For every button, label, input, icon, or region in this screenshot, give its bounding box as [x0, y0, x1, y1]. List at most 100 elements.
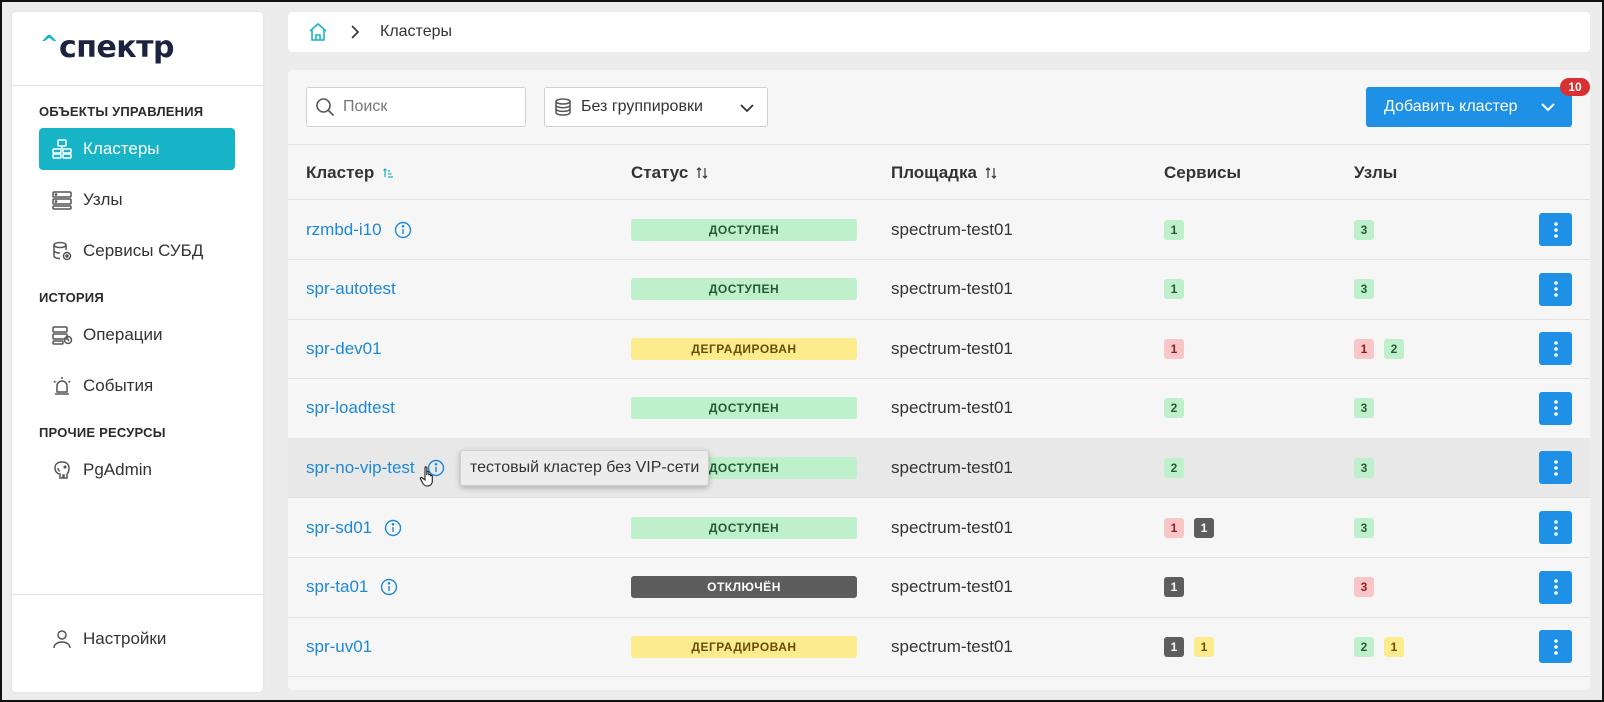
sidebar-item-settings[interactable]: Настройки: [39, 618, 235, 660]
column-header-cluster[interactable]: Кластер: [306, 163, 394, 183]
database-icon: [51, 240, 73, 262]
cluster-name-cell: spr-autotest: [306, 260, 396, 319]
cluster-link[interactable]: spr-dev01: [306, 338, 382, 358]
table-row[interactable]: spr-autotest ДОСТУПЕН spectrum-test01 1 3: [288, 260, 1590, 320]
chevron-down-icon: [739, 100, 755, 121]
nodes-count-badge: 2: [1384, 338, 1404, 359]
sidebar-item-nodes[interactable]: Узлы: [39, 179, 235, 221]
user-icon: [51, 628, 73, 650]
add-cluster-label: Добавить кластер: [1384, 98, 1518, 115]
services-cell: 1: [1164, 260, 1194, 319]
column-label: Кластер: [306, 163, 375, 182]
table-row[interactable]: spr-no-vip-test ДОСТУПЕН spectrum-test01 2 3…: [288, 438, 1590, 499]
chevron-right-icon: [350, 25, 360, 39]
cluster-link[interactable]: spr-uv01: [306, 636, 373, 656]
sort-icon[interactable]: [696, 166, 708, 180]
services-count-badge: 1: [1164, 219, 1184, 240]
sidebar-item-pgadmin[interactable]: PgAdmin: [39, 449, 235, 491]
add-cluster-button[interactable]: Добавить кластер: [1366, 87, 1572, 127]
site-name: spectrum-test01: [891, 398, 1013, 418]
sidebar-item-db-services[interactable]: Сервисы СУБД: [39, 230, 235, 272]
row-actions-button[interactable]: [1539, 570, 1572, 604]
row-actions-button[interactable]: [1539, 332, 1572, 366]
table-row[interactable]: spr-dev01 ДЕГРАДИРОВАН spectrum-test01 1 1 2: [288, 319, 1590, 380]
search-input[interactable]: [343, 98, 513, 116]
cluster-name-cell: spr-no-vip-test: [306, 438, 445, 497]
logo[interactable]: ^спектр: [12, 12, 263, 86]
table-row[interactable]: rzmbd-i10 ДОСТУПЕН spectrum-test01 1 3: [288, 200, 1590, 260]
table-row[interactable]: spr-ta01 ОТКЛЮЧЁН spectrum-test01 1 3: [288, 558, 1590, 618]
sidebar-item-clusters[interactable]: Кластеры: [39, 128, 235, 170]
sort-icon[interactable]: [985, 166, 997, 180]
sidebar-item-events[interactable]: События: [39, 365, 235, 407]
cluster-link[interactable]: spr-loadtest: [306, 398, 395, 418]
cluster-link[interactable]: spr-sd01: [306, 517, 373, 537]
nodes-cell: 3: [1354, 200, 1384, 259]
services-count-badge: 2: [1164, 398, 1184, 419]
sidebar-item-label: PgAdmin: [83, 460, 152, 479]
info-icon[interactable]: [384, 519, 402, 537]
home-icon[interactable]: [308, 22, 328, 42]
nodes-cell: 3: [1354, 498, 1384, 557]
services-count-badge: 1: [1164, 577, 1184, 598]
nodes-cell: 3: [1354, 558, 1384, 617]
status-cell: ДЕГРАДИРОВАН: [631, 319, 857, 378]
status-cell: ДОСТУПЕН: [631, 498, 857, 557]
table-header: Кластер Статус Площадка Сервисы Узлы: [288, 144, 1590, 200]
kebab-menu-icon: [1553, 221, 1559, 239]
row-actions-button[interactable]: [1539, 213, 1572, 246]
row-actions-button[interactable]: [1539, 272, 1572, 306]
column-header-status[interactable]: Статус: [631, 163, 708, 183]
cluster-link[interactable]: spr-autotest: [306, 279, 396, 299]
status-badge: ДОСТУПЕН: [631, 397, 857, 420]
column-label: Статус: [631, 163, 689, 182]
kebab-menu-icon: [1553, 340, 1559, 358]
info-icon[interactable]: [394, 221, 412, 239]
sidebar-item-label: Кластеры: [83, 139, 160, 158]
info-icon[interactable]: [419, 459, 445, 487]
info-icon[interactable]: [380, 578, 398, 596]
cluster-link[interactable]: spr-no-vip-test: [306, 457, 415, 477]
services-cell: 2: [1164, 438, 1194, 497]
sidebar: ^спектр ОБЪЕКТЫ УПРАВЛЕНИЯ Кластеры Узлы…: [12, 12, 263, 692]
column-label: Площадка: [891, 163, 977, 182]
row-actions-button[interactable]: [1539, 630, 1572, 664]
nodes-count-badge: 3: [1354, 457, 1374, 478]
column-header-site[interactable]: Площадка: [891, 163, 997, 183]
row-actions-button[interactable]: [1539, 451, 1572, 485]
nodes-count-badge: 1: [1384, 636, 1404, 657]
grouping-select[interactable]: Без группировки: [544, 87, 768, 127]
table-row[interactable]: spr-loadtest ДОСТУПЕН spectrum-test01 2 3: [288, 379, 1590, 439]
services-count-badge: 2: [1164, 457, 1184, 478]
search-box[interactable]: [306, 87, 526, 127]
sidebar-item-operations[interactable]: Операции: [39, 314, 235, 356]
status-badge: ДОСТУПЕН: [631, 218, 857, 241]
status-badge: ДОСТУПЕН: [631, 516, 857, 539]
row-actions-button[interactable]: [1539, 511, 1572, 544]
site-cell: spectrum-test01: [891, 379, 1013, 438]
row-actions-button[interactable]: [1539, 391, 1572, 425]
sort-asc-icon[interactable]: [382, 167, 394, 179]
status-badge: ОТКЛЮЧЁН: [631, 576, 857, 599]
logo-caret: ^: [40, 32, 58, 57]
section-title-history: ИСТОРИЯ: [39, 290, 104, 305]
site-name: spectrum-test01: [891, 338, 1013, 358]
status-cell: ДОСТУПЕН: [631, 260, 857, 319]
operations-icon: [51, 324, 73, 346]
cluster-name-cell: spr-sd01: [306, 498, 402, 557]
services-cell: 1: [1164, 319, 1194, 378]
kebab-menu-icon: [1553, 399, 1559, 417]
cluster-link[interactable]: spr-ta01: [306, 577, 369, 597]
table-row[interactable]: spr-uv01 ДЕГРАДИРОВАН spectrum-test01 1 1 2 1: [288, 617, 1590, 678]
clusters-panel: Без группировки Добавить кластер 10 Клас…: [288, 70, 1590, 690]
cluster-link[interactable]: rzmbd-i10: [306, 219, 382, 239]
site-name: spectrum-test01: [891, 279, 1013, 299]
sidebar-item-label: Настройки: [83, 629, 167, 648]
site-cell: spectrum-test01: [891, 498, 1013, 557]
site-cell: spectrum-test01: [891, 617, 1013, 676]
breadcrumb: Кластеры: [288, 12, 1590, 52]
table-row[interactable]: spr-sd01 ДОСТУПЕН spectrum-test01 1 1 3: [288, 498, 1590, 558]
nodes-count-badge: 3: [1354, 398, 1374, 419]
